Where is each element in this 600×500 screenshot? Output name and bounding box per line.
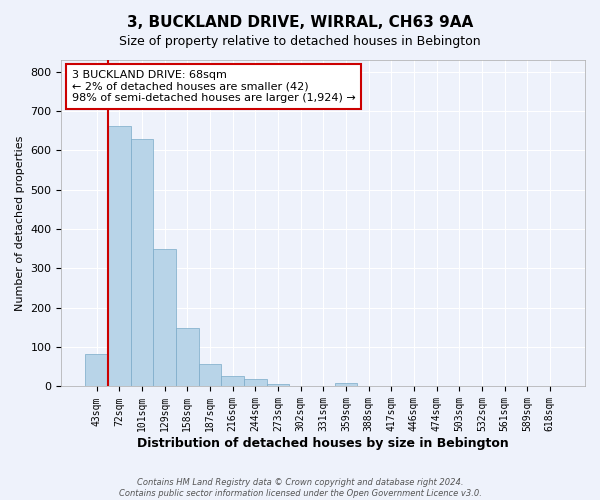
Bar: [85, 354, 108, 386]
Text: Contains HM Land Registry data © Crown copyright and database right 2024.
Contai: Contains HM Land Registry data © Crown c…: [119, 478, 481, 498]
Bar: [153, 249, 176, 386]
Text: 3 BUCKLAND DRIVE: 68sqm
← 2% of detached houses are smaller (42)
98% of semi-det: 3 BUCKLAND DRIVE: 68sqm ← 2% of detached…: [72, 70, 356, 103]
Bar: [266, 384, 289, 386]
Y-axis label: Number of detached properties: Number of detached properties: [15, 136, 25, 311]
Bar: [131, 138, 153, 386]
Bar: [199, 364, 221, 386]
X-axis label: Distribution of detached houses by size in Bebington: Distribution of detached houses by size …: [137, 437, 509, 450]
Bar: [176, 328, 199, 386]
Text: Size of property relative to detached houses in Bebington: Size of property relative to detached ho…: [119, 35, 481, 48]
Bar: [108, 126, 131, 386]
Bar: [221, 376, 244, 386]
Bar: [335, 384, 357, 386]
Bar: [244, 380, 266, 386]
Text: 3, BUCKLAND DRIVE, WIRRAL, CH63 9AA: 3, BUCKLAND DRIVE, WIRRAL, CH63 9AA: [127, 15, 473, 30]
